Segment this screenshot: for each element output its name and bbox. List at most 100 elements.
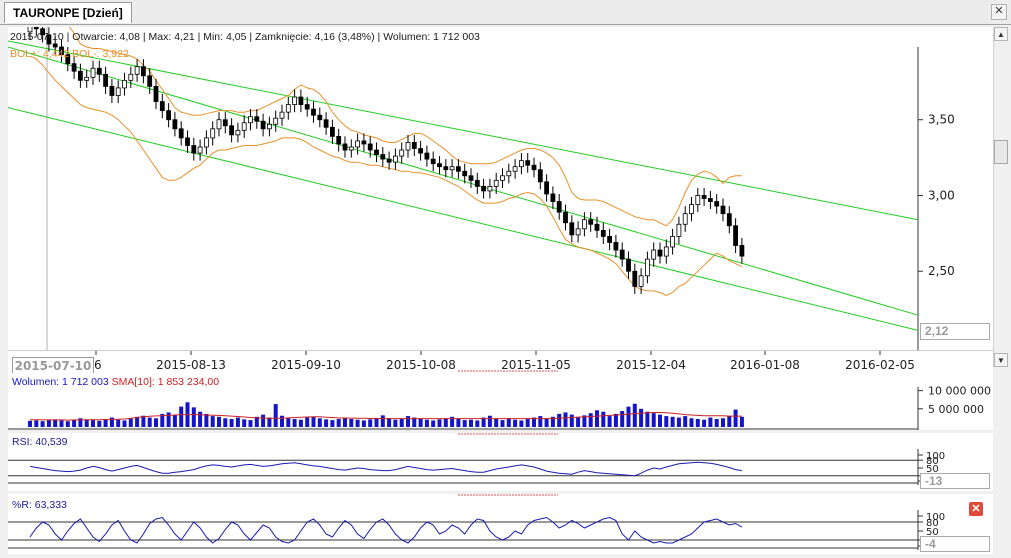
volume-bar bbox=[324, 419, 329, 427]
rsi-tick-label: 80 bbox=[926, 456, 939, 467]
volume-bar bbox=[506, 418, 511, 427]
price-chart: 3,50 3,00 2,50 bbox=[8, 27, 955, 350]
volume-bar bbox=[298, 419, 303, 427]
volume-bar bbox=[620, 411, 625, 427]
candle-body bbox=[708, 198, 713, 202]
candle-body bbox=[311, 108, 316, 116]
wr-value-box: -4 bbox=[920, 536, 990, 552]
candle-body bbox=[424, 152, 430, 160]
date-axis: 6 2015-08-13 2015-09-10 2015-10-08 2015-11-0… bbox=[8, 350, 993, 373]
volume-bar bbox=[695, 419, 700, 427]
candle-body bbox=[544, 181, 549, 195]
tab-bar: TAURONPE [Dzień] ✕ bbox=[0, 0, 1011, 25]
chart-tab[interactable]: TAURONPE [Dzień] bbox=[4, 2, 132, 23]
candle-body bbox=[619, 249, 625, 260]
volume-bar bbox=[607, 416, 612, 427]
candle-body bbox=[361, 140, 367, 145]
candle-body bbox=[348, 146, 354, 151]
volume-bar bbox=[406, 416, 410, 427]
volume-bar bbox=[380, 415, 385, 427]
candle-body bbox=[682, 213, 688, 225]
volume-bar bbox=[135, 416, 140, 427]
candle-body bbox=[626, 258, 631, 272]
volume-bar bbox=[204, 413, 209, 427]
volume-bar bbox=[103, 419, 108, 427]
volume-bar bbox=[267, 417, 272, 427]
date-tick-label: 2015-12-04 bbox=[616, 358, 686, 372]
candle-body bbox=[317, 114, 323, 121]
volume-bar bbox=[544, 418, 549, 427]
volume-panel: 10 000 000 5 000 000 Wolumen: 1 712 003 S… bbox=[8, 373, 993, 430]
candle-body bbox=[676, 223, 682, 237]
candle-body bbox=[147, 75, 153, 87]
candle-body bbox=[159, 101, 165, 112]
candle-body bbox=[266, 123, 272, 130]
candle-body bbox=[103, 73, 108, 87]
volume-bar bbox=[727, 416, 732, 427]
candle-body bbox=[178, 128, 184, 139]
candle-body bbox=[500, 175, 505, 181]
candle-body bbox=[210, 128, 216, 139]
candle-body bbox=[569, 222, 575, 236]
candle-body bbox=[27, 27, 33, 33]
volume-bar bbox=[59, 420, 64, 427]
candle-body bbox=[689, 204, 694, 215]
scroll-down-button[interactable]: ▼ bbox=[994, 353, 1008, 367]
volume-bar bbox=[109, 417, 114, 427]
info-date: 2015-07-10 bbox=[10, 31, 64, 43]
candle-body bbox=[386, 158, 392, 163]
volume-bar bbox=[424, 419, 429, 427]
scroll-up-button[interactable]: ▲ bbox=[994, 27, 1008, 41]
volume-bar bbox=[242, 419, 247, 427]
candle-body bbox=[487, 185, 493, 192]
volume-label: Wolumen: 1 712 003 bbox=[12, 376, 109, 388]
rsi-tick-label: 50 bbox=[926, 464, 939, 475]
sma-line bbox=[30, 412, 742, 421]
scroll-thumb[interactable] bbox=[994, 140, 1008, 164]
date-tick-label: 2015-11-05 bbox=[501, 358, 571, 372]
volume-bar bbox=[437, 419, 442, 427]
volume-bar bbox=[557, 413, 562, 427]
volume-bar bbox=[97, 420, 102, 427]
sma-label: SMA[10]: 1 853 234,00 bbox=[111, 376, 220, 388]
candle-body bbox=[531, 164, 537, 171]
wr-line bbox=[29, 516, 743, 544]
date-tick-label: 2015-09-10 bbox=[271, 358, 341, 372]
date-tick-label: 2015-08-13 bbox=[156, 358, 226, 372]
candle-body bbox=[33, 27, 39, 30]
bollinger-upper-line bbox=[69, 27, 742, 227]
candle-body bbox=[418, 148, 424, 154]
candle-body bbox=[254, 116, 260, 122]
rsi-label: RSI: 40,539 bbox=[12, 436, 68, 448]
candle-body bbox=[323, 119, 329, 128]
candle-body bbox=[411, 142, 417, 149]
candle-body bbox=[638, 275, 644, 287]
volume-bar bbox=[286, 418, 291, 427]
price-scrollbar[interactable]: ▲ ▼ bbox=[993, 27, 1009, 367]
candle-body bbox=[260, 120, 266, 130]
volume-bar bbox=[670, 416, 675, 427]
panel-close-icon[interactable]: ✕ bbox=[969, 502, 983, 516]
volume-bar bbox=[261, 414, 266, 427]
candle-body bbox=[134, 66, 140, 75]
close-icon[interactable]: ✕ bbox=[991, 4, 1007, 20]
price-tick-label: 2,50 bbox=[928, 264, 955, 278]
volume-bar bbox=[198, 411, 203, 427]
volume-bar bbox=[273, 404, 278, 427]
volume-bar bbox=[525, 419, 530, 427]
candle-body bbox=[563, 211, 568, 224]
candle-body bbox=[342, 143, 348, 151]
volume-bar bbox=[582, 415, 587, 427]
wr-tick-label: 80 bbox=[926, 518, 939, 529]
candle-body bbox=[65, 54, 71, 65]
candle-body bbox=[399, 149, 405, 157]
candle-body bbox=[203, 137, 209, 148]
info-close: Zamknięcie: 4,16 (3,48%) bbox=[254, 31, 375, 43]
candle-body bbox=[575, 228, 581, 236]
candle-body bbox=[279, 111, 285, 119]
volume-bar bbox=[28, 420, 32, 427]
candle-body bbox=[663, 246, 669, 257]
price-tick-label: 3,00 bbox=[928, 188, 955, 202]
candle-body bbox=[733, 225, 738, 246]
volume-bar bbox=[645, 411, 650, 427]
